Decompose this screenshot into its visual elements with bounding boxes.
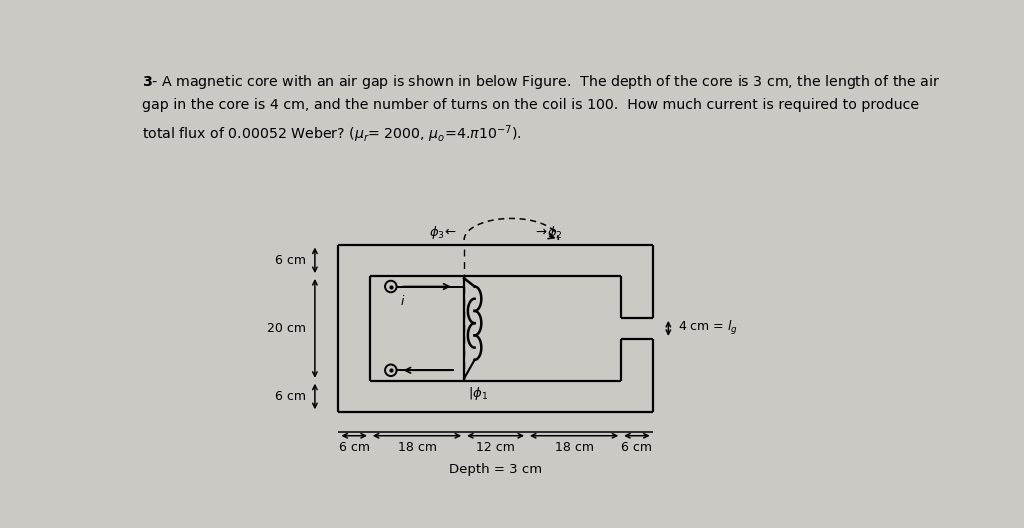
Text: Depth = 3 cm: Depth = 3 cm — [449, 463, 542, 476]
Text: 6 cm: 6 cm — [622, 441, 652, 454]
Text: $i$: $i$ — [400, 294, 406, 308]
Text: 4 cm = $l_g$: 4 cm = $l_g$ — [678, 319, 737, 337]
Text: 18 cm: 18 cm — [555, 441, 594, 454]
Text: 6 cm: 6 cm — [339, 441, 370, 454]
Text: 6 cm: 6 cm — [274, 254, 305, 267]
Text: 12 cm: 12 cm — [476, 441, 515, 454]
Text: $|\phi_1$: $|\phi_1$ — [468, 384, 488, 402]
Text: 18 cm: 18 cm — [397, 441, 436, 454]
Text: $\rightarrow\!\phi_2$: $\rightarrow\!\phi_2$ — [534, 224, 563, 241]
Text: $\mathbf{3}$- A magnetic core with an air gap is shown in below Figure.  The dep: $\mathbf{3}$- A magnetic core with an ai… — [142, 73, 940, 91]
Text: 6 cm: 6 cm — [274, 390, 305, 403]
Text: $\phi_3\!\leftarrow$: $\phi_3\!\leftarrow$ — [429, 224, 457, 241]
Text: total flux of 0.00052 Weber? ($\mu_r$= 2000, $\mu_o$=4.$\pi$10$^{-7}$).: total flux of 0.00052 Weber? ($\mu_r$= 2… — [142, 124, 522, 145]
Text: 20 cm: 20 cm — [266, 322, 305, 335]
Text: gap in the core is 4 cm, and the number of turns on the coil is 100.  How much c: gap in the core is 4 cm, and the number … — [142, 98, 920, 112]
